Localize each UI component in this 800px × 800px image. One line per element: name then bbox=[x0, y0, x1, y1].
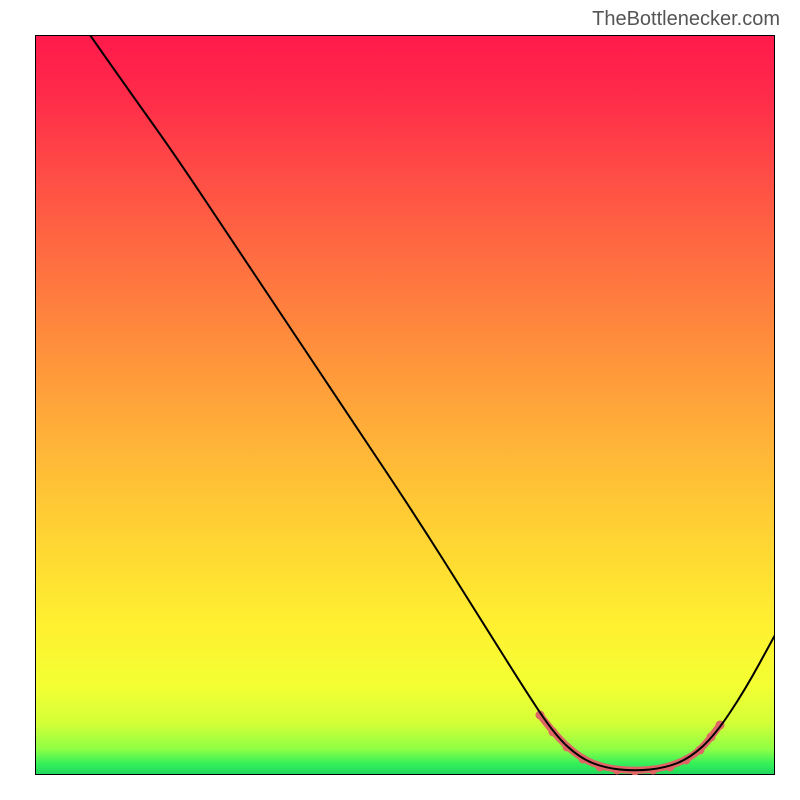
plot-border bbox=[35, 35, 775, 775]
bottleneck-curve bbox=[90, 35, 775, 770]
watermark-text: TheBottlenecker.com bbox=[592, 8, 780, 31]
bottleneck-chart: TheBottlenecker.com bbox=[0, 0, 800, 800]
chart-svg bbox=[35, 35, 775, 775]
plot-area bbox=[35, 35, 775, 775]
